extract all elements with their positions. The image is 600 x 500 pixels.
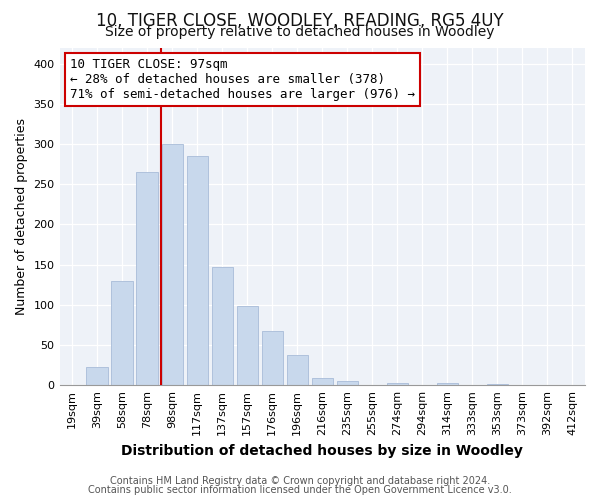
Bar bbox=[437, 383, 458, 385]
Bar bbox=[337, 381, 358, 385]
Text: 10, TIGER CLOSE, WOODLEY, READING, RG5 4UY: 10, TIGER CLOSE, WOODLEY, READING, RG5 4… bbox=[96, 12, 504, 30]
Bar bbox=[287, 356, 308, 385]
Y-axis label: Number of detached properties: Number of detached properties bbox=[15, 118, 28, 315]
Bar bbox=[487, 384, 508, 385]
Text: Contains HM Land Registry data © Crown copyright and database right 2024.: Contains HM Land Registry data © Crown c… bbox=[110, 476, 490, 486]
Bar bbox=[136, 172, 158, 385]
Bar bbox=[212, 267, 233, 385]
Bar bbox=[311, 378, 333, 385]
Text: Contains public sector information licensed under the Open Government Licence v3: Contains public sector information licen… bbox=[88, 485, 512, 495]
Bar bbox=[86, 368, 108, 385]
Text: 10 TIGER CLOSE: 97sqm
← 28% of detached houses are smaller (378)
71% of semi-det: 10 TIGER CLOSE: 97sqm ← 28% of detached … bbox=[70, 58, 415, 100]
X-axis label: Distribution of detached houses by size in Woodley: Distribution of detached houses by size … bbox=[121, 444, 523, 458]
Bar bbox=[236, 306, 258, 385]
Bar bbox=[262, 330, 283, 385]
Bar bbox=[187, 156, 208, 385]
Bar bbox=[161, 144, 183, 385]
Bar bbox=[387, 383, 408, 385]
Text: Size of property relative to detached houses in Woodley: Size of property relative to detached ho… bbox=[105, 25, 495, 39]
Bar bbox=[112, 280, 133, 385]
